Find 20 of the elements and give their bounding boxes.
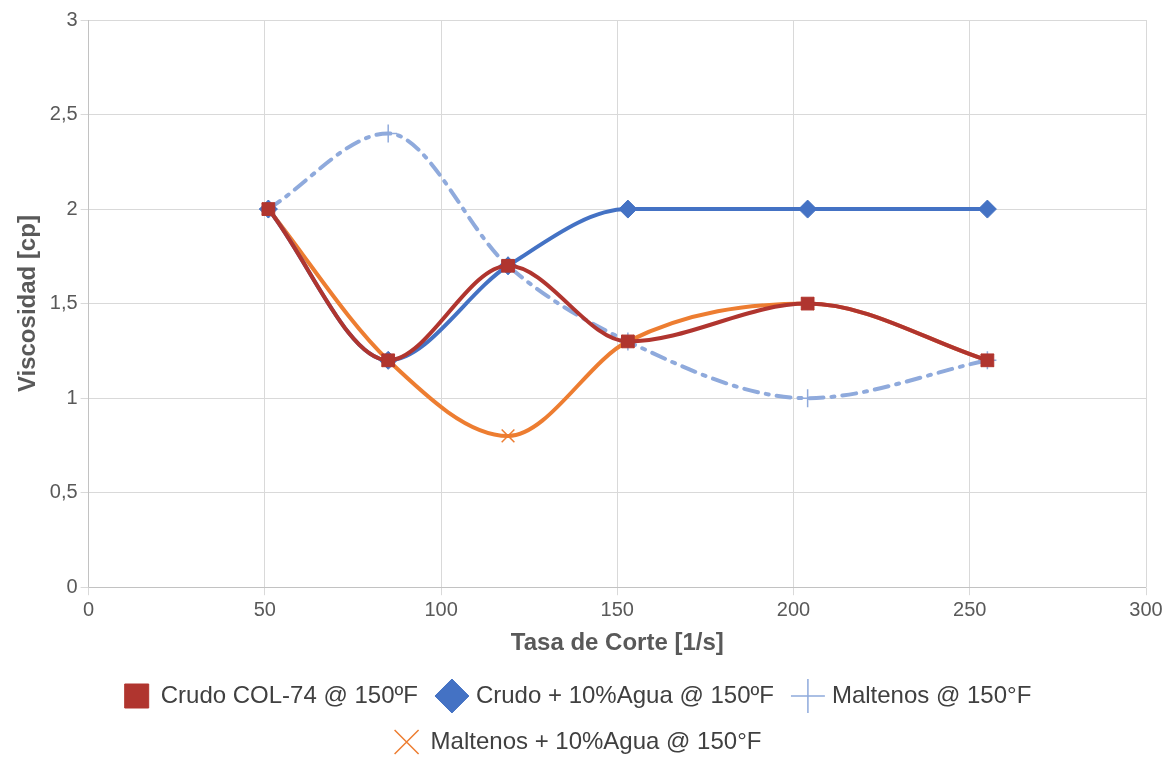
y-tick-label: 0 xyxy=(66,574,78,597)
y-tick-label: 3 xyxy=(66,7,78,30)
x-tick-label: 100 xyxy=(424,597,458,620)
legend-label: Crudo COL-74 @ 150ºF xyxy=(160,680,418,708)
legend-label: Maltenos @ 150°F xyxy=(831,680,1032,708)
legend-label: Maltenos + 10%Agua @ 150°F xyxy=(430,726,762,754)
y-tick-label: 2,5 xyxy=(49,102,78,125)
x-tick-label: 0 xyxy=(83,597,95,620)
y-tick-label: 1,5 xyxy=(49,291,78,314)
x-tick-label: 300 xyxy=(1129,597,1163,620)
x-tick-label: 200 xyxy=(776,597,811,620)
x-tick-label: 50 xyxy=(253,597,276,620)
x-tick-label: 150 xyxy=(600,597,634,620)
x-axis-title: Tasa de Corte [1/s] xyxy=(510,628,724,656)
x-tick-label: 250 xyxy=(953,597,987,620)
y-tick-label: 0,5 xyxy=(49,480,78,503)
y-tick-label: 1 xyxy=(66,385,78,408)
y-axis-title: Viscosidad [cp] xyxy=(13,215,41,393)
legend-label: Crudo + 10%Agua @ 150ºF xyxy=(475,680,774,708)
y-tick-label: 2 xyxy=(66,196,78,219)
